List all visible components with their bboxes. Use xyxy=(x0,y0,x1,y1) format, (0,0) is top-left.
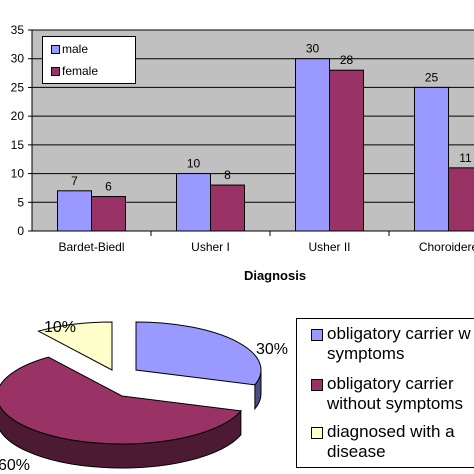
x-tick-label: Choroidere xyxy=(419,240,474,254)
bar-male xyxy=(414,86,449,232)
legend-label-female: female xyxy=(62,64,99,78)
data-label: 7 xyxy=(71,174,78,188)
pie-legend-line: disease xyxy=(327,442,386,461)
pie-slice xyxy=(37,321,113,371)
pie-legend-swatch-3 xyxy=(311,427,323,439)
pie-legend-text-2: obligatory carrier without symptoms xyxy=(327,374,463,414)
pie-slice xyxy=(0,356,242,445)
bar-chart: 0 5 10 15 20 25 30 35 Bardet-Biedl 7 6 Usher I 10 8 Us… xyxy=(11,23,474,283)
bar-female xyxy=(91,196,126,232)
x-tick-label: Bardet-Biedl xyxy=(58,240,124,254)
pie-legend: obligatory carrier w symptoms obligatory … xyxy=(296,318,474,468)
y-tick-label: 35 xyxy=(11,23,25,37)
y-tick-label: 0 xyxy=(17,224,24,238)
y-tick-label: 20 xyxy=(11,109,25,123)
data-label: 30 xyxy=(306,42,320,56)
pie-legend-line: obligatory carrier xyxy=(327,374,454,393)
pie-legend-text-1: obligatory carrier w symptoms xyxy=(327,324,471,364)
pie-value-label: 10% xyxy=(44,319,76,336)
pie-legend-line: obligatory carrier w xyxy=(327,324,471,343)
legend-item-male: male xyxy=(51,42,88,56)
data-label: 25 xyxy=(425,70,439,84)
bar-legend: male female xyxy=(42,36,136,84)
y-tick-label: 5 xyxy=(17,195,24,209)
pie-legend-swatch-2 xyxy=(311,379,323,391)
data-label: 11 xyxy=(459,151,472,165)
pie-legend-text-3: diagnosed with a disease xyxy=(327,422,455,462)
bar-female xyxy=(448,167,474,232)
pie-legend-line: diagnosed with a xyxy=(327,422,455,441)
x-axis-title: Diagnosis xyxy=(244,268,306,283)
pie-chart: 30% 60% 10% xyxy=(0,319,288,474)
pie-value-label: 60% xyxy=(0,457,30,474)
x-tick-label: Usher II xyxy=(308,240,350,254)
bar-male xyxy=(176,173,211,232)
bar-female xyxy=(210,184,245,232)
x-tick-label: Usher I xyxy=(191,240,230,254)
pie-legend-line: without symptoms xyxy=(327,394,464,413)
legend-label-male: male xyxy=(62,42,89,56)
data-label: 28 xyxy=(340,53,354,67)
pie-legend-swatch-1 xyxy=(311,329,323,341)
pie-slice xyxy=(135,321,262,386)
y-tick-label: 10 xyxy=(11,167,25,181)
data-label: 10 xyxy=(187,157,201,171)
bar-male xyxy=(57,190,92,232)
legend-swatch-female xyxy=(51,67,60,77)
data-label: 8 xyxy=(224,168,231,182)
y-tick-label: 15 xyxy=(11,138,25,152)
legend-swatch-male xyxy=(51,45,60,55)
pie-value-label: 30% xyxy=(256,341,288,358)
y-tick-label: 25 xyxy=(11,80,25,94)
bar-female xyxy=(329,69,364,232)
bar-male xyxy=(295,58,330,232)
y-tick-label: 30 xyxy=(11,52,25,66)
data-label: 6 xyxy=(105,180,112,194)
legend-item-female: female xyxy=(51,64,98,78)
pie-legend-line: symptoms xyxy=(327,344,405,363)
